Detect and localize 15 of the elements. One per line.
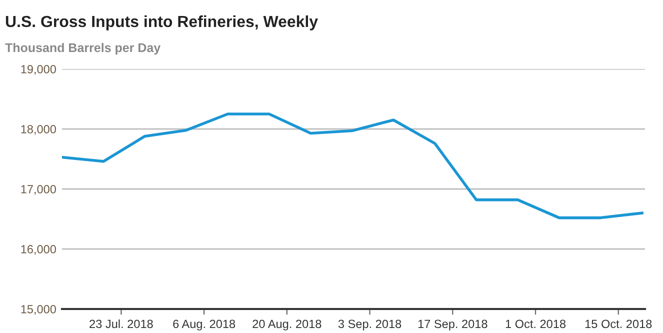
x-tick-label: 1 Oct. 2018 — [506, 320, 566, 328]
chart-subtitle: Thousand Barrels per Day — [5, 42, 161, 55]
chart-title: U.S. Gross Inputs into Refineries, Weekly — [6, 15, 318, 30]
x-tick-label: 17 Sep. 2018 — [418, 320, 488, 330]
x-tick-label: 20 Aug. 2018 — [252, 320, 322, 330]
line-series — [62, 112, 644, 220]
x-tick-label: 6 Aug. 2018 — [173, 320, 236, 330]
y-tick-label: 15,000 — [21, 305, 56, 315]
y-tick-label: 16,000 — [21, 245, 56, 255]
y-tick-label: 18,000 — [21, 125, 56, 135]
x-tick-label: 3 Sep. 2018 — [338, 320, 402, 330]
x-tick-label: 23 Jul. 2018 — [90, 319, 153, 328]
y-tick-label: 17,000 — [21, 185, 56, 195]
y-tick-label: 19,000 — [21, 65, 56, 75]
x-tick-label: 15 Oct. 2018 — [585, 320, 652, 328]
